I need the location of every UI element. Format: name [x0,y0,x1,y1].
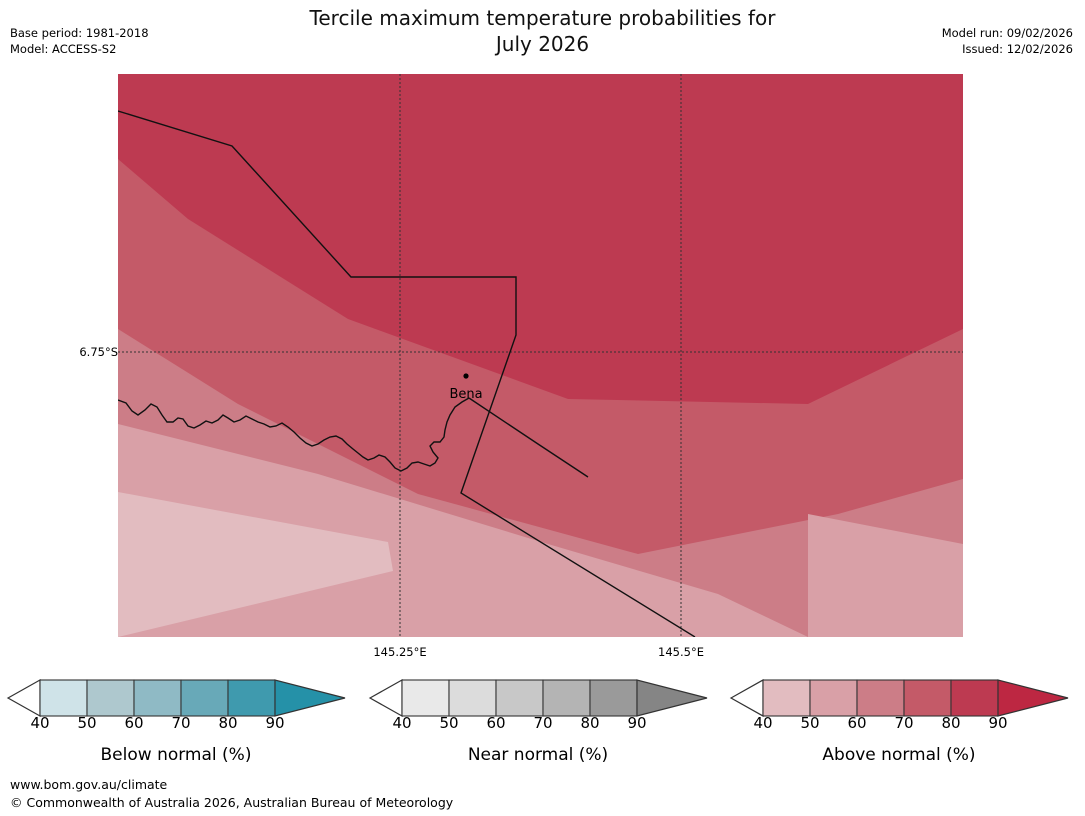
footer-copyright: © Commonwealth of Australia 2026, Austra… [10,795,454,810]
colorbar-below-cell-70-80 [180,679,229,717]
page-title: Tercile maximum temperature probabilitie… [0,5,1085,57]
colorbar-above-tick-40: 40 [753,714,773,732]
contour-band-60-70-se [808,514,963,637]
colorbar-below-tick-40: 40 [30,714,50,732]
colorbar-above-caption: Above normal (%) [822,745,976,765]
colorbar-below-normal[interactable]: 40 50 60 70 80 90 Below normal (%) [0,672,362,765]
map-canvas [118,74,963,637]
colorbar-below-cell-60-70 [133,679,182,717]
header-left-metadata: Base period: 1981-2018 Model: ACCESS-S2 [10,25,149,57]
colorbar-near-tick-90: 90 [627,714,647,732]
colorbar-above-cell-40-50 [762,679,811,717]
contour-band-90-100 [118,74,963,404]
colorbar-below-cell-50-60 [86,679,135,717]
colorbar-near-cell-60-70 [495,679,544,717]
administrative-boundary-line [118,110,696,637]
title-line-2: July 2026 [495,32,590,56]
colorbar-near-normal-swatches [368,678,708,718]
colorbar-above-tick-80: 80 [941,714,961,732]
colorbar-below-tick-70: 70 [171,714,191,732]
probability-map[interactable] [118,74,963,637]
colorbar-below-caption: Below normal (%) [100,745,252,765]
model-run-text: Model run: 09/02/2026 [941,26,1073,40]
colorbar-below-normal-swatches [6,678,346,718]
colorbar-below-tick-80: 80 [218,714,238,732]
legend-colorbars: 40 50 60 70 80 90 Below normal (%) 40 50… [0,672,1085,772]
header-right-metadata: Model run: 09/02/2026 Issued: 12/02/2026 [942,25,1073,57]
colorbar-above-cell-50-60 [809,679,858,717]
colorbar-below-over-arrow [274,679,346,717]
colorbar-above-tick-70: 70 [894,714,914,732]
colorbar-above-over-arrow [997,679,1069,717]
colorbar-near-under-arrow [368,678,403,718]
model-text: Model: ACCESS-S2 [10,42,117,56]
colorbar-near-tick-70: 70 [533,714,553,732]
boundary-line-southeast-extension [468,397,589,478]
river-coastline-line [118,397,470,472]
colorbar-above-normal[interactable]: 40 50 60 70 80 90 Above normal (%) [723,672,1085,765]
city-label-bena: Bena [449,387,483,402]
colorbar-near-cell-50-60 [448,679,497,717]
colorbar-below-cell-80-90 [227,679,276,717]
colorbar-near-tick-80: 80 [580,714,600,732]
footer: www.bom.gov.au/climate © Commonwealth of… [10,776,453,812]
colorbar-near-caption: Near normal (%) [467,745,609,765]
title-line-1: Tercile maximum temperature probabilitie… [309,6,776,30]
colorbar-near-tick-60: 60 [486,714,506,732]
y-axis-tick-label: 6.75°S [79,345,118,359]
colorbar-near-cell-40-50 [401,679,450,717]
colorbar-below-tick-50: 50 [77,714,97,732]
colorbar-near-over-arrow [636,679,708,717]
issued-text: Issued: 12/02/2026 [962,42,1073,56]
colorbar-below-cell-40-50 [39,679,88,717]
colorbar-near-tick-50: 50 [439,714,459,732]
colorbar-above-cell-70-80 [903,679,952,717]
colorbar-below-under-arrow [6,678,41,718]
x-axis-tick-label-145-5: 145.5°E [658,645,704,659]
colorbar-above-cell-60-70 [856,679,905,717]
colorbar-near-cell-80-90 [589,679,638,717]
colorbar-above-tick-60: 60 [847,714,867,732]
colorbar-above-cell-80-90 [950,679,999,717]
colorbar-above-tick-50: 50 [800,714,820,732]
base-period-text: Base period: 1981-2018 [10,26,149,40]
city-marker-dot[interactable] [463,373,469,379]
contour-band-50-60 [118,492,393,637]
colorbar-below-tick-60: 60 [124,714,144,732]
colorbar-below-tick-90: 90 [265,714,285,732]
footer-url[interactable]: www.bom.gov.au/climate [10,777,168,792]
colorbar-above-normal-swatches [729,678,1069,718]
colorbar-near-tick-40: 40 [392,714,412,732]
colorbar-near-normal[interactable]: 40 50 60 70 80 90 Near normal (%) [362,672,724,765]
colorbar-above-under-arrow [729,678,764,718]
colorbar-near-cell-70-80 [542,679,591,717]
colorbar-above-tick-90: 90 [988,714,1008,732]
x-axis-tick-label-145-25: 145.25°E [373,645,427,659]
